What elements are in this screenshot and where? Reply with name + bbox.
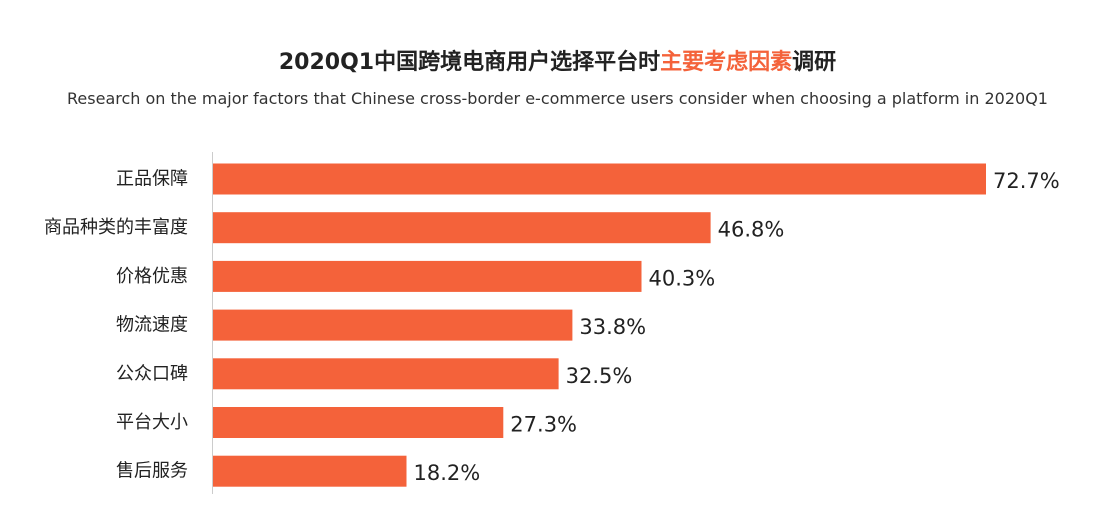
- chart-subtitle: Research on the major factors that Chine…: [67, 89, 1048, 108]
- value-label: 27.3%: [510, 413, 577, 437]
- category-label: 价格优惠: [116, 266, 188, 287]
- value-label: 18.2%: [414, 461, 481, 485]
- bar: [213, 358, 559, 390]
- bar: [213, 212, 711, 244]
- value-label: 40.3%: [649, 266, 716, 290]
- value-label: 72.7%: [993, 169, 1060, 193]
- category-label: 物流速度: [116, 315, 188, 336]
- value-label: 33.8%: [579, 315, 646, 339]
- bar: [213, 309, 573, 341]
- bar: [213, 260, 642, 292]
- value-label: 46.8%: [718, 218, 785, 242]
- category-label: 售后服务: [116, 461, 188, 482]
- chart-title-prefix: 2020Q1中国跨境电商用户选择平台时: [278, 50, 661, 75]
- value-label: 32.5%: [566, 364, 633, 388]
- bar: [213, 455, 407, 487]
- chart-title-suffix: 调研: [792, 50, 837, 75]
- chart-title-highlight: 主要考虑因素: [660, 50, 793, 75]
- category-label: 商品种类的丰富度: [44, 217, 188, 238]
- category-label: 平台大小: [116, 412, 188, 433]
- bar: [213, 407, 504, 438]
- bar: [213, 163, 986, 195]
- chart-title: 2020Q1中国跨境电商用户选择平台时主要考虑因素调研: [0, 44, 1115, 76]
- category-label: 正品保障: [116, 169, 188, 190]
- category-label: 公众口碑: [116, 363, 188, 384]
